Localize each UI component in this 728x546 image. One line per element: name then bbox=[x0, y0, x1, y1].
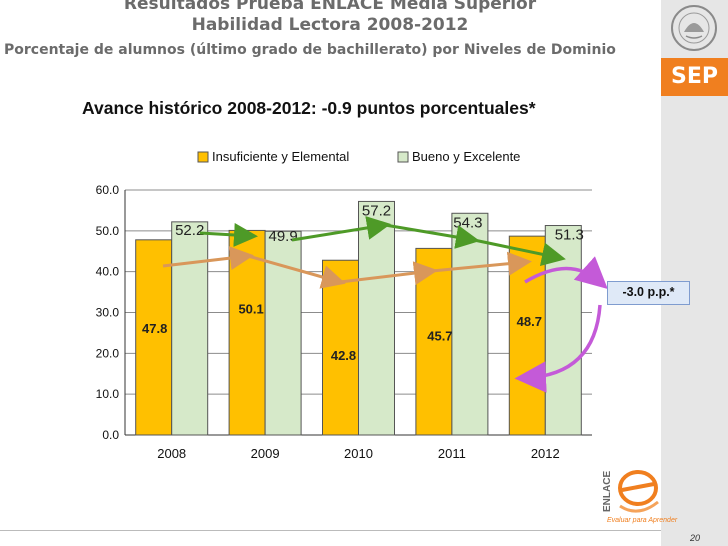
y-tick-label: 20.0 bbox=[96, 346, 120, 360]
x-tick-label: 2011 bbox=[438, 446, 466, 461]
legend-label-insuficiente: Insuficiente y Elemental bbox=[212, 149, 349, 164]
y-tick-label: 50.0 bbox=[96, 224, 120, 238]
bar-insuficiente bbox=[508, 235, 546, 436]
data-label-insuficiente: 47.8 bbox=[142, 321, 167, 336]
callout-box: -3.0 p.p.* bbox=[607, 281, 690, 305]
header-line2: Habilidad Lectora 2008-2012 bbox=[191, 15, 469, 35]
data-label-bueno: 49.9 bbox=[268, 228, 297, 245]
enlace-logo-text: ENLACE bbox=[602, 471, 613, 512]
trend-arrow-green-1 bbox=[199, 222, 258, 247]
legend-label-bueno: Bueno y Excelente bbox=[412, 149, 520, 164]
page-number: 20 bbox=[690, 533, 701, 543]
legend-swatch-insuficiente bbox=[197, 151, 209, 163]
national-seal-icon bbox=[671, 5, 717, 51]
curved-arrow-bottom bbox=[514, 304, 602, 393]
x-tick-label: 2008 bbox=[157, 446, 186, 461]
trend-arrow-orange-2 bbox=[247, 254, 346, 289]
y-tick-label: 0.0 bbox=[102, 428, 119, 442]
enlace-tagline: Evaluar para Aprender bbox=[607, 517, 678, 524]
trend-arrow-orange-4 bbox=[431, 251, 532, 276]
x-tick-label: 2012 bbox=[531, 446, 560, 461]
bar-bueno bbox=[358, 200, 395, 436]
legend-swatch-bueno bbox=[397, 151, 409, 163]
sep-logo: SEP bbox=[661, 58, 728, 96]
trend-arrow-orange-3 bbox=[339, 261, 438, 286]
chart-subtitle: Avance histórico 2008-2012: -0.9 puntos … bbox=[82, 98, 536, 118]
header-line1: Resultados Prueba ENLACE Media Superior bbox=[123, 0, 537, 14]
x-tick-label: 2009 bbox=[251, 446, 280, 461]
trend-arrow-green-4 bbox=[473, 238, 566, 267]
data-label-insuficiente: 50.1 bbox=[238, 301, 263, 316]
data-label-insuficiente: 42.8 bbox=[331, 348, 356, 363]
data-label-bueno: 54.3 bbox=[453, 214, 482, 231]
trend-arrow-green-2 bbox=[291, 216, 391, 242]
bar-insuficiente bbox=[135, 239, 173, 436]
bar-insuficiente bbox=[228, 229, 266, 436]
data-label-insuficiente: 45.7 bbox=[427, 328, 452, 343]
data-label-bueno: 51.3 bbox=[555, 227, 584, 244]
y-tick-label: 10.0 bbox=[96, 387, 120, 401]
data-label-bueno: 52.2 bbox=[175, 222, 204, 239]
bar-chart: 0.0 10.0 20.0 30.0 40.0 50.0 60.0 2008 2009 2010 2… bbox=[96, 149, 608, 461]
enlace-logo: ENLACE bbox=[602, 470, 659, 513]
bar-bueno bbox=[451, 212, 489, 436]
trend-arrow-orange-1 bbox=[162, 246, 254, 271]
y-tick-label: 30.0 bbox=[96, 306, 120, 320]
data-label-insuficiente: 48.7 bbox=[517, 314, 542, 329]
footer-divider bbox=[0, 530, 661, 531]
header-line3: Porcentaje de alumnos (último grado de b… bbox=[4, 42, 616, 58]
bar-bueno bbox=[171, 221, 209, 436]
bar-insuficiente bbox=[322, 259, 359, 436]
trend-arrow-green-3 bbox=[384, 223, 480, 249]
y-tick-label: 60.0 bbox=[96, 183, 120, 197]
x-tick-label: 2010 bbox=[344, 446, 373, 461]
data-label-bueno: 57.2 bbox=[362, 202, 391, 219]
callout-text: -3.0 p.p.* bbox=[622, 285, 675, 299]
curved-arrow-top bbox=[524, 256, 608, 290]
y-tick-label: 40.0 bbox=[96, 265, 120, 279]
